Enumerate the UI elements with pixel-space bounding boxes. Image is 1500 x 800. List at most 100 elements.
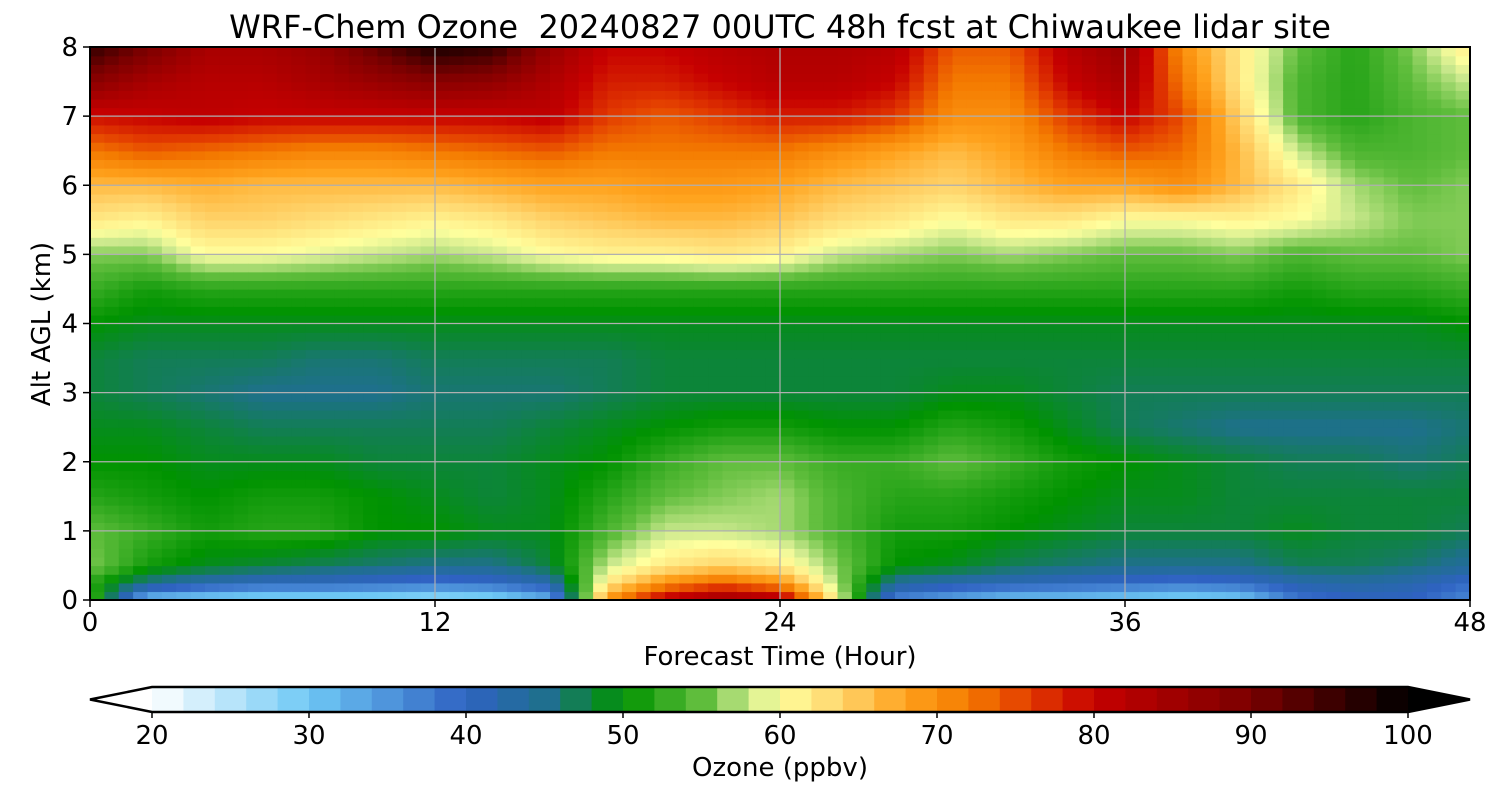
heatmap-cell <box>1168 133 1184 143</box>
heatmap-cell <box>751 427 767 437</box>
heatmap-cell <box>593 297 609 307</box>
heatmap-cell <box>334 297 350 307</box>
heatmap-cell <box>1153 81 1169 91</box>
heatmap-cell <box>506 219 522 230</box>
heatmap-cell <box>291 107 307 117</box>
heatmap-cell <box>506 185 522 195</box>
heatmap-cell <box>521 479 537 489</box>
heatmap-cell <box>118 556 134 567</box>
heatmap-cell <box>866 418 882 428</box>
heatmap-cell <box>794 306 810 316</box>
heatmap-cell <box>1010 64 1026 74</box>
heatmap-cell <box>1053 340 1069 351</box>
heatmap-cell <box>1067 150 1083 161</box>
heatmap-cell <box>233 150 249 161</box>
heatmap-cell <box>1153 306 1169 316</box>
heatmap-cell <box>578 116 594 126</box>
heatmap-cell <box>650 90 666 100</box>
heatmap-cell <box>492 392 508 402</box>
heatmap-cell <box>262 176 278 186</box>
heatmap-cell <box>923 392 939 402</box>
heatmap-cell <box>665 479 681 489</box>
heatmap-cell <box>708 116 724 126</box>
heatmap-cell <box>248 470 264 480</box>
heatmap-cell <box>722 55 738 65</box>
heatmap-cell <box>1053 409 1069 420</box>
heatmap-cell <box>478 237 494 247</box>
heatmap-cell <box>938 565 954 575</box>
heatmap-cell <box>650 375 666 385</box>
heatmap-cell <box>923 150 939 161</box>
heatmap-cell <box>1053 107 1069 117</box>
heatmap-cell <box>305 133 321 143</box>
heatmap-cell <box>521 228 537 238</box>
heatmap-cell <box>506 193 522 204</box>
heatmap-cell <box>1038 444 1054 454</box>
heatmap-cell <box>348 297 364 307</box>
heatmap-cell <box>751 81 767 91</box>
heatmap-cell <box>320 574 336 584</box>
heatmap-cell <box>851 47 867 57</box>
heatmap-cell <box>133 513 149 523</box>
heatmap-cell <box>1110 176 1126 186</box>
heatmap-cell <box>1024 487 1040 498</box>
heatmap-cell <box>621 418 637 428</box>
heatmap-cell <box>995 548 1011 558</box>
heatmap-cell <box>679 444 695 454</box>
heatmap-cell <box>205 418 221 428</box>
heatmap-cell <box>1168 150 1184 161</box>
heatmap-cell <box>578 98 594 109</box>
heatmap-cell <box>492 314 508 325</box>
heatmap-cell <box>420 366 436 377</box>
heatmap-cell <box>636 556 652 567</box>
heatmap-cell <box>205 383 221 394</box>
heatmap-cell <box>1110 461 1126 472</box>
heatmap-cell <box>1010 340 1026 351</box>
heatmap-cell <box>808 453 824 463</box>
heatmap-cell <box>391 470 407 480</box>
heatmap-cell <box>1038 47 1054 57</box>
heatmap-cell <box>952 504 968 515</box>
heatmap-cell <box>133 72 149 83</box>
heatmap-cell <box>391 418 407 428</box>
heatmap-cell <box>923 314 939 325</box>
heatmap-cell <box>736 556 752 567</box>
heatmap-cell <box>348 444 364 454</box>
heatmap-cell <box>506 228 522 238</box>
heatmap-cell <box>190 133 206 143</box>
heatmap-cell <box>104 401 120 411</box>
heatmap-cell <box>981 358 997 368</box>
heatmap-cell <box>219 306 235 316</box>
heatmap-cell <box>621 124 637 135</box>
heatmap-cell <box>391 383 407 394</box>
heatmap-cell <box>363 107 379 117</box>
heatmap-cell <box>391 116 407 126</box>
heatmap-cell <box>1096 81 1112 91</box>
heatmap-cell <box>866 211 882 221</box>
heatmap-cell <box>291 427 307 437</box>
heatmap-cell <box>1196 453 1212 463</box>
heatmap-cell <box>1196 427 1212 437</box>
heatmap-cell <box>607 133 623 143</box>
heatmap-cell <box>176 81 192 91</box>
heatmap-cell <box>837 263 853 273</box>
heatmap-cell <box>521 435 537 446</box>
heatmap-cell <box>794 340 810 351</box>
heatmap-cell <box>923 539 939 549</box>
heatmap-cell <box>995 297 1011 307</box>
heatmap-cell <box>435 142 451 152</box>
heatmap-cell <box>679 98 695 109</box>
heatmap-cell <box>665 383 681 394</box>
heatmap-cell <box>420 64 436 74</box>
heatmap-cell <box>1168 522 1184 532</box>
heatmap-cell <box>348 513 364 523</box>
heatmap-cell <box>1053 72 1069 83</box>
heatmap-cell <box>147 513 163 523</box>
heatmap-cell <box>435 332 451 342</box>
heatmap-cell <box>808 522 824 532</box>
heatmap-cell <box>334 530 350 541</box>
heatmap-cell <box>1053 116 1069 126</box>
heatmap-cell <box>377 479 393 489</box>
heatmap-cell <box>794 142 810 152</box>
heatmap-cell <box>492 479 508 489</box>
